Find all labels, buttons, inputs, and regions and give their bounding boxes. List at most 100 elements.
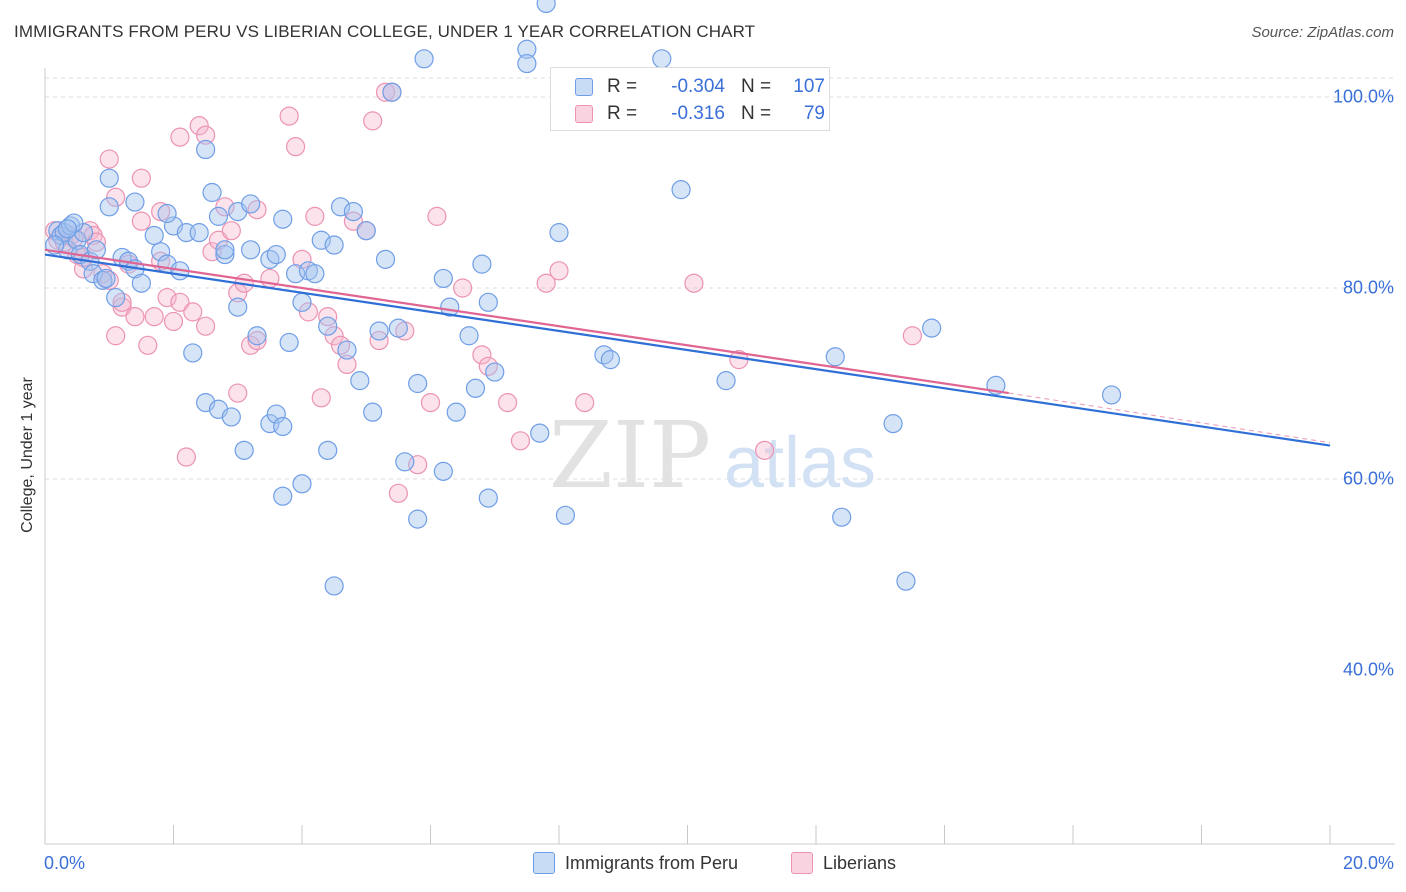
legend-item-peru[interactable]: Immigrants from Peru: [533, 852, 738, 874]
peru-point: [375, 249, 396, 269]
peru-point: [157, 203, 177, 224]
peru-point: [652, 49, 672, 69]
liberians-point: [170, 292, 190, 312]
peru-point: [202, 182, 222, 203]
liberians-point: [215, 197, 235, 217]
peru-point: [350, 371, 370, 391]
liberians-point: [902, 326, 922, 346]
peru-point: [324, 576, 344, 596]
peru-point: [716, 371, 736, 391]
peru-point: [234, 440, 254, 460]
n-value: 107: [793, 76, 825, 97]
legend-label-peru: Immigrants from Peru: [565, 852, 739, 873]
r-value: -0.304: [671, 76, 725, 97]
watermark-atlas: atlas: [724, 423, 876, 503]
peru-point: [125, 192, 145, 212]
peru-point: [549, 223, 569, 243]
peru-point: [671, 180, 691, 200]
peru-point: [57, 219, 78, 239]
peru-point: [266, 404, 286, 424]
peru-point: [215, 244, 235, 265]
peru-point: [131, 273, 151, 293]
peru-point: [279, 332, 299, 353]
peru-point: [517, 39, 537, 59]
liberians-point: [176, 447, 196, 467]
peru-point: [408, 509, 428, 529]
peru-point: [228, 297, 248, 317]
liberians-point: [196, 316, 216, 336]
liberians-point: [279, 106, 299, 126]
liberians-point: [549, 261, 569, 281]
liberians-point: [183, 302, 203, 322]
peru-point: [273, 486, 293, 506]
peru-point: [517, 53, 537, 74]
peru-point: [382, 82, 402, 102]
liberians-point: [363, 111, 383, 131]
chart-title: IMMIGRANTS FROM PERU VS LIBERIAN COLLEGE…: [14, 22, 756, 41]
liberians-point: [163, 311, 184, 332]
liberians-point: [131, 211, 151, 231]
liberians-trend-line: [44, 248, 1009, 395]
liberians-point: [427, 206, 447, 226]
peru-point: [86, 240, 107, 260]
stats-legend: R = -0.304 N = 107 R = -0.316 N = 79: [550, 67, 830, 131]
peru-point: [896, 571, 916, 591]
liberians-point: [311, 388, 331, 408]
peru-point: [433, 268, 453, 289]
peru-point: [292, 292, 312, 312]
peru-point: [530, 423, 550, 443]
peru-point: [343, 202, 363, 222]
axes: [44, 68, 1395, 845]
peru-point: [99, 197, 119, 217]
peru-point: [536, 0, 556, 14]
peru-point: [144, 225, 164, 246]
peru-point: [388, 318, 408, 338]
liberians-point: [221, 221, 241, 241]
y-tick-60: 60.0%: [1342, 468, 1394, 489]
liberians-point: [388, 483, 408, 503]
peru-point: [369, 321, 389, 341]
peru-point: [273, 416, 293, 437]
liberians-point: [99, 149, 119, 169]
liberians-point: [189, 116, 209, 136]
peru-point: [273, 209, 293, 229]
watermark: ZIP atlas: [549, 402, 876, 509]
liberians-point: [86, 232, 107, 252]
liberians-point: [510, 431, 531, 451]
liberians-point: [285, 137, 306, 157]
peru-point: [472, 254, 492, 274]
peru-point: [600, 350, 621, 370]
peru-point: [408, 373, 428, 394]
peru-point: [459, 326, 479, 346]
x-tick-max: 20.0%: [1342, 853, 1394, 873]
stats-row-liberians: R = -0.316 N = 79: [575, 101, 825, 127]
liberians-point: [498, 393, 518, 413]
source-label: Source: ZipAtlas.com: [1251, 24, 1394, 41]
peru-point: [922, 318, 942, 338]
y-tick-40: 40.0%: [1342, 659, 1394, 680]
peru-point: [414, 49, 434, 69]
liberians-point: [375, 82, 396, 102]
peru-point: [311, 230, 331, 250]
liberians-point: [131, 168, 151, 188]
legend-item-liberians[interactable]: Liberians: [791, 852, 896, 874]
liberians-point: [170, 127, 190, 147]
peru-swatch: [575, 78, 593, 96]
liberians-point: [575, 393, 595, 413]
peru-point: [485, 362, 505, 382]
liberians-point: [144, 307, 164, 327]
liberians-point: [420, 393, 441, 413]
n-value: 79: [803, 103, 825, 124]
n-label: N =: [741, 76, 772, 97]
peru-point: [478, 292, 498, 312]
peru-trend-line: [44, 253, 1331, 447]
peru-point: [318, 316, 338, 336]
r-label: R =: [607, 103, 638, 124]
peru-point: [555, 505, 576, 525]
liberians-point: [684, 273, 704, 293]
stats-row-peru: R = -0.304 N = 107: [575, 74, 825, 100]
peru-point: [208, 206, 229, 226]
liberians-point: [337, 354, 357, 374]
peru-point: [266, 244, 286, 265]
